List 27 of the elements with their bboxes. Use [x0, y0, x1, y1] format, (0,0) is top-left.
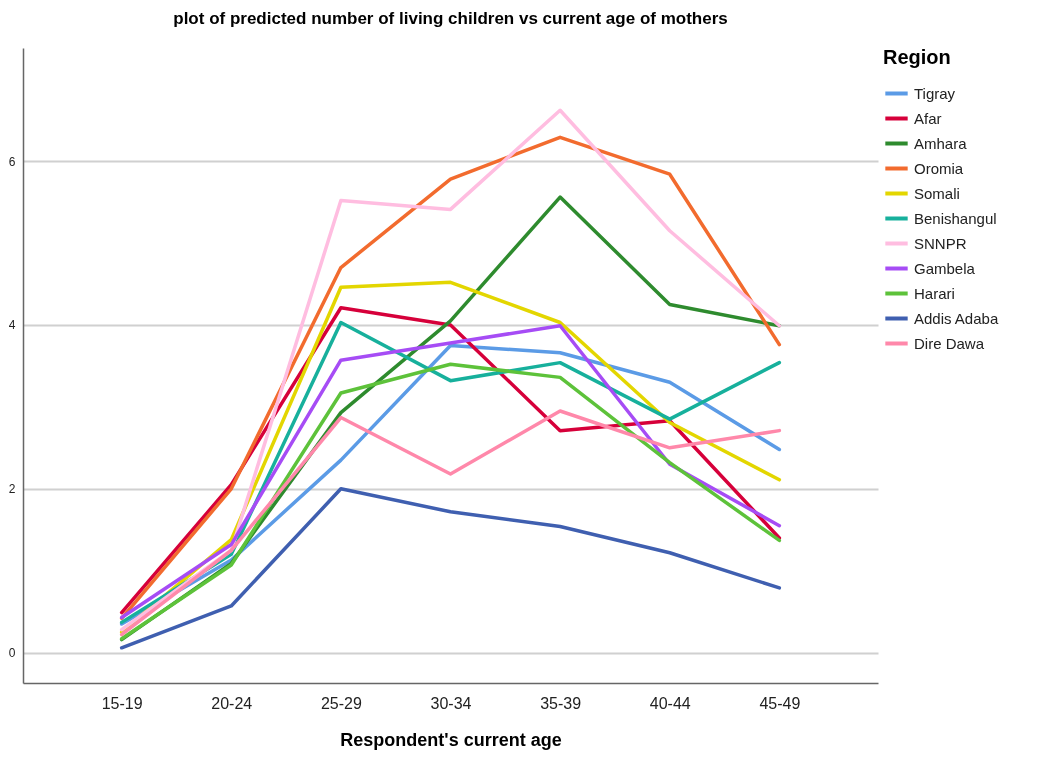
y-tick-label: 2 — [8, 482, 16, 497]
y-tick-label: 0 — [8, 646, 16, 661]
legend-label: Benishangul — [914, 209, 997, 227]
y-tick-label: 6 — [8, 154, 16, 169]
x-tick-label: 45-49 — [759, 694, 801, 712]
x-tick-label: 20-24 — [211, 694, 253, 712]
x-tick-label: 40-44 — [649, 694, 691, 712]
x-tick-label: 35-39 — [540, 694, 582, 712]
x-tick-label: 15-19 — [101, 694, 143, 712]
x-tick-label: 30-34 — [430, 694, 472, 712]
legend-label: Afar — [914, 109, 942, 127]
x-axis-title: Respondent's current age — [340, 729, 562, 750]
legend-label: Amhara — [914, 134, 968, 152]
line-series — [119, 487, 782, 650]
legend-label: Gambela — [914, 259, 976, 277]
legend-label: SNNPR — [914, 234, 967, 252]
legend-label: Somali — [914, 184, 960, 202]
legend-label: Tigray — [914, 84, 956, 102]
legend-title: Region — [883, 46, 951, 68]
x-tick-label: 25-29 — [320, 694, 362, 712]
chart-title: plot of predicted number of living children vs current age of mothers — [173, 9, 728, 28]
legend-label: Addis Adaba — [914, 309, 999, 327]
legend-label: Harari — [914, 284, 955, 302]
line-series — [119, 409, 782, 637]
legend-label: Dire Dawa — [914, 334, 985, 352]
legend-label: Oromia — [914, 159, 964, 177]
y-tick-label: 4 — [8, 318, 16, 333]
